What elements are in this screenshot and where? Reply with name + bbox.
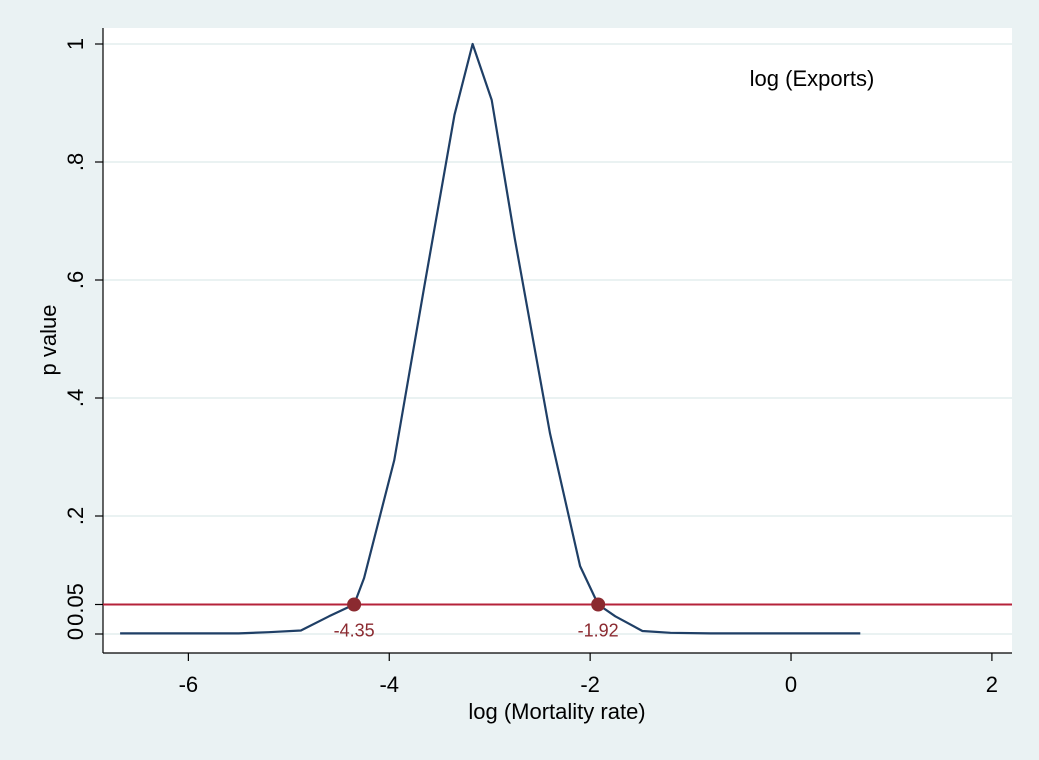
axes xyxy=(102,28,1012,654)
x-axis-ticks: -6 -4 -2 0 2 xyxy=(179,653,998,697)
y-tick-label: .2 xyxy=(63,507,88,525)
y-tick-label: 1 xyxy=(63,38,88,50)
y-axis-label: p value xyxy=(36,305,61,376)
crossing-label: -1.92 xyxy=(578,621,619,641)
crossing-marker xyxy=(591,597,606,612)
crossing-label: -4.35 xyxy=(334,621,375,641)
plot-area xyxy=(103,28,1012,653)
y-tick-label: .4 xyxy=(63,389,88,407)
series xyxy=(120,42,861,635)
x-tick-label: -4 xyxy=(379,672,399,697)
markers: -4.35 -1.92 xyxy=(334,597,619,641)
y-tick-label: 0 xyxy=(63,628,88,640)
grid-lines xyxy=(103,43,1012,635)
y-tick-label: .8 xyxy=(63,153,88,171)
y-tick-label: .6 xyxy=(63,271,88,289)
x-tick-label: 2 xyxy=(986,672,998,697)
x-tick-label: 0 xyxy=(785,672,797,697)
x-axis-label: log (Mortality rate) xyxy=(468,699,645,724)
annotation-text: log (Exports) xyxy=(750,66,875,91)
x-tick-label: -2 xyxy=(580,672,600,697)
y-axis-ticks: 0 0.05 .2 .4 .6 .8 1 xyxy=(63,38,103,640)
p-value-curve xyxy=(120,42,861,635)
crossing-marker xyxy=(347,597,362,612)
x-tick-label: -6 xyxy=(179,672,199,697)
y-tick-label: 0.05 xyxy=(63,583,88,626)
